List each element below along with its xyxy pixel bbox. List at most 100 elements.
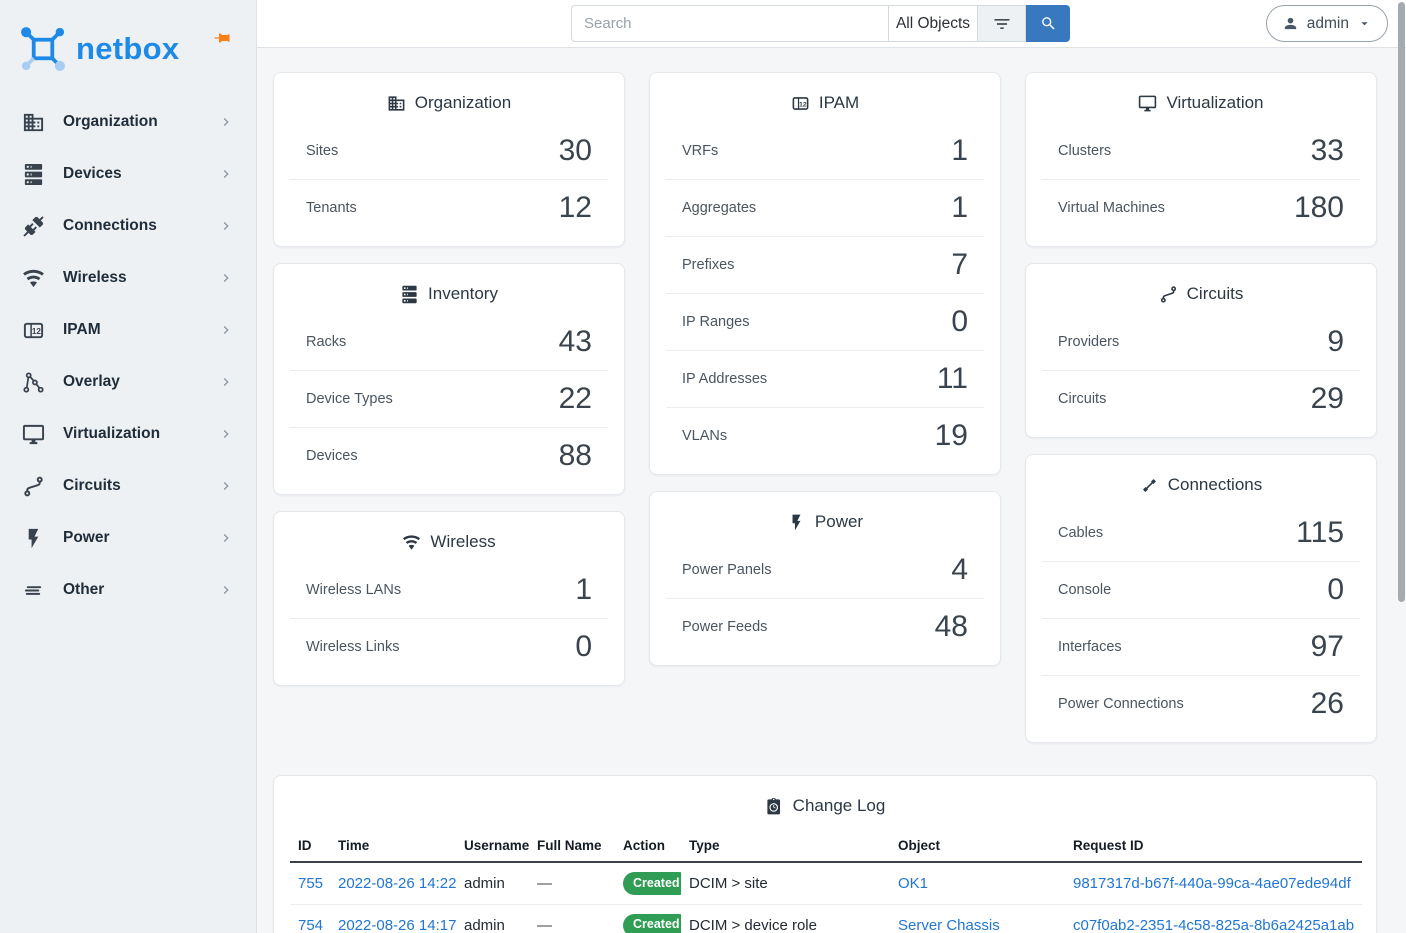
wifi-icon: [22, 267, 45, 290]
logo-text[interactable]: netbox: [76, 31, 180, 66]
stat-value[interactable]: 88: [558, 439, 592, 472]
sidebar-item-label: Overlay: [63, 373, 120, 390]
changelog-request-id-link[interactable]: 9817317d-b67f-440a-99ca-4ae07ede94df: [1073, 874, 1351, 892]
changelog-type: DCIM > site: [689, 874, 768, 892]
stat-row-console: Console 0: [1042, 561, 1360, 618]
plug-icon: [22, 215, 45, 238]
stat-value[interactable]: 26: [1310, 687, 1344, 720]
sidebar-item-power[interactable]: Power: [0, 512, 256, 564]
stat-value[interactable]: 0: [1327, 573, 1344, 606]
stat-value[interactable]: 0: [951, 305, 968, 338]
stat-value[interactable]: 0: [575, 630, 592, 663]
table-cell: c07f0ab2-2351-4c58-825a-8b6a2425a1ab: [1065, 904, 1362, 933]
action-badge: Created: [623, 872, 681, 895]
stat-value[interactable]: 19: [934, 419, 968, 452]
changelog-time-link[interactable]: 2022-08-26 14:22: [338, 874, 456, 892]
stat-label: Power Feeds: [682, 619, 768, 635]
stat-value[interactable]: 7: [951, 248, 968, 281]
stat-value[interactable]: 4: [951, 553, 968, 586]
stat-value[interactable]: 9: [1327, 325, 1344, 358]
sidebar-item-circuits[interactable]: Circuits: [0, 460, 256, 512]
pin-icon[interactable]: [213, 29, 231, 47]
stat-value[interactable]: 180: [1293, 191, 1344, 224]
caret-down-icon: [1357, 16, 1372, 31]
lines-icon: [22, 579, 45, 602]
user-menu-button[interactable]: admin: [1265, 5, 1388, 42]
stat-label: Virtual Machines: [1058, 200, 1165, 216]
table-cell: admin: [456, 862, 529, 905]
card-title-row: Circuits: [1042, 274, 1360, 314]
changelog-id-link[interactable]: 755: [298, 874, 324, 892]
card-title: IPAM: [818, 93, 860, 112]
changelog-type: DCIM > device role: [689, 916, 817, 933]
table-cell: 2022-08-26 14:22: [330, 862, 456, 905]
changelog-object-link[interactable]: Server Chassis: [898, 916, 1000, 933]
search-scope-dropdown[interactable]: All Objects: [889, 5, 978, 42]
stats-card-organization: Organization Sites 30 Tenants 12: [273, 72, 625, 247]
stats-card-inventory: Inventory Racks 43 Device Types 22 Devices 88: [273, 263, 625, 495]
stats-card-ipam: 12 IPAM VRFs 1 Aggregates 1 Prefixes 7 IP Ranges…: [649, 72, 1001, 475]
changelog-username: admin: [464, 916, 505, 933]
stat-value[interactable]: 1: [951, 134, 968, 167]
main-content: Organization Sites 30 Tenants 12 Inventory Rac…: [257, 48, 1406, 933]
dashboard-grid: Organization Sites 30 Tenants 12 Inventory Rac…: [257, 48, 1406, 743]
stat-label: Wireless LANs: [306, 582, 402, 598]
card-title: Power: [814, 512, 864, 531]
transit-icon: [22, 475, 45, 498]
dashboard-column: Virtualization Clusters 33 Virtual Machines…: [1025, 72, 1377, 743]
sidebar-item-organization[interactable]: Organization: [0, 96, 256, 148]
sidebar-item-wireless[interactable]: Wireless: [0, 252, 256, 304]
counter-icon: 12: [791, 94, 810, 113]
table-cell: —: [529, 904, 615, 933]
stat-value[interactable]: 48: [934, 610, 968, 643]
changelog-request-id-link[interactable]: c07f0ab2-2351-4c58-825a-8b6a2425a1ab: [1073, 916, 1355, 933]
card-title-row: Virtualization: [1042, 83, 1360, 123]
chevron-right-icon: [218, 218, 234, 234]
changelog-time-link[interactable]: 2022-08-26 14:17: [338, 916, 456, 933]
stat-value[interactable]: 11: [936, 362, 968, 395]
netbox-logo-icon[interactable]: [16, 22, 70, 76]
counter-icon: 12: [22, 319, 45, 342]
search-button[interactable]: [1026, 5, 1070, 42]
stat-row-wireless-lans: Wireless LANs 1: [290, 562, 608, 618]
search-input[interactable]: [571, 5, 889, 42]
sidebar-item-label: Wireless: [63, 269, 127, 286]
stat-value[interactable]: 12: [558, 191, 592, 224]
filter-button[interactable]: [978, 5, 1026, 42]
topbar: All Objects admin: [257, 0, 1406, 48]
stat-value[interactable]: 29: [1310, 382, 1344, 415]
sidebar-item-overlay[interactable]: Overlay: [0, 356, 256, 408]
stat-value[interactable]: 22: [558, 382, 592, 415]
changelog-title-row: Change Log: [290, 786, 1360, 826]
table-row: 754 2022-08-26 14:17 admin — Created DCIM > d…: [290, 904, 1362, 933]
table-cell: OK1: [890, 862, 1065, 905]
chevron-right-icon: [218, 374, 234, 390]
scrollbar-thumb[interactable]: [1398, 2, 1405, 602]
changelog-object-link[interactable]: OK1: [898, 874, 929, 892]
stat-value[interactable]: 33: [1310, 134, 1344, 167]
stat-value[interactable]: 43: [558, 325, 592, 358]
changelog-header-action: Action: [615, 830, 681, 863]
changelog-header-id: ID: [290, 830, 330, 863]
sidebar-item-label: Other: [63, 581, 105, 598]
changelog-header-type: Type: [681, 830, 890, 863]
stat-value[interactable]: 97: [1310, 630, 1344, 663]
stat-value[interactable]: 115: [1296, 516, 1344, 549]
stat-value[interactable]: 30: [558, 134, 592, 167]
stat-label: Tenants: [306, 200, 357, 216]
sidebar-item-other[interactable]: Other: [0, 564, 256, 616]
stat-label: Wireless Links: [306, 639, 400, 655]
sidebar-item-connections[interactable]: Connections: [0, 200, 256, 252]
sidebar-item-devices[interactable]: Devices: [0, 148, 256, 200]
stat-row-tenants: Tenants 12: [290, 179, 608, 236]
changelog-id-link[interactable]: 754: [298, 916, 324, 933]
chevron-right-icon: [218, 322, 234, 338]
table-cell: admin: [456, 904, 529, 933]
sidebar-item-ipam[interactable]: 12 IPAM: [0, 304, 256, 356]
sidebar-item-virtualization[interactable]: Virtualization: [0, 408, 256, 460]
stat-value[interactable]: 1: [951, 191, 968, 224]
stat-value[interactable]: 1: [575, 573, 592, 606]
card-title-row: Power: [666, 502, 984, 542]
stat-label: Devices: [306, 448, 358, 464]
changelog-username: admin: [464, 874, 505, 892]
